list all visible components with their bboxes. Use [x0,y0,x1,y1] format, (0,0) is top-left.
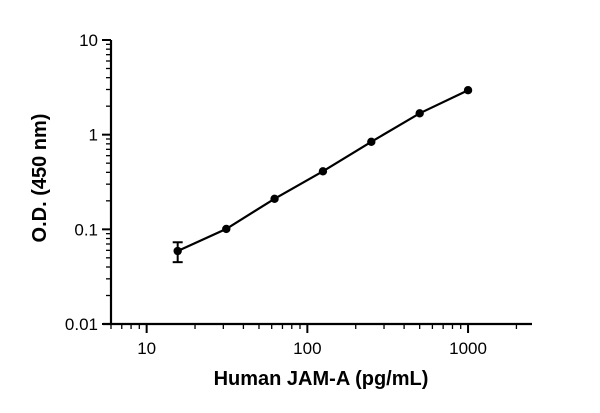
y-tick-label: 1 [89,126,98,145]
data-point [415,109,424,118]
ticks: 0.01 0.1 1 10 10 100 1000 [65,31,518,358]
x-axis-label: Human JAM-A (pg/mL) [214,368,429,390]
y-tick-label: 0.1 [74,220,98,239]
data-point [270,194,279,204]
y-tick-label: 10 [79,31,98,50]
y-axis-label: O.D. (450 nm) [29,114,51,243]
data-point [222,224,231,234]
data-point [463,85,473,95]
y-tick-label: 0.01 [65,315,98,334]
data-point [173,246,182,256]
x-tick-label: 10 [137,339,156,358]
data-point [318,167,328,176]
x-tick-label: 1000 [449,339,487,358]
axes [103,40,532,326]
x-tick-label: 100 [293,339,321,358]
data-point [367,137,376,147]
series [172,85,473,264]
